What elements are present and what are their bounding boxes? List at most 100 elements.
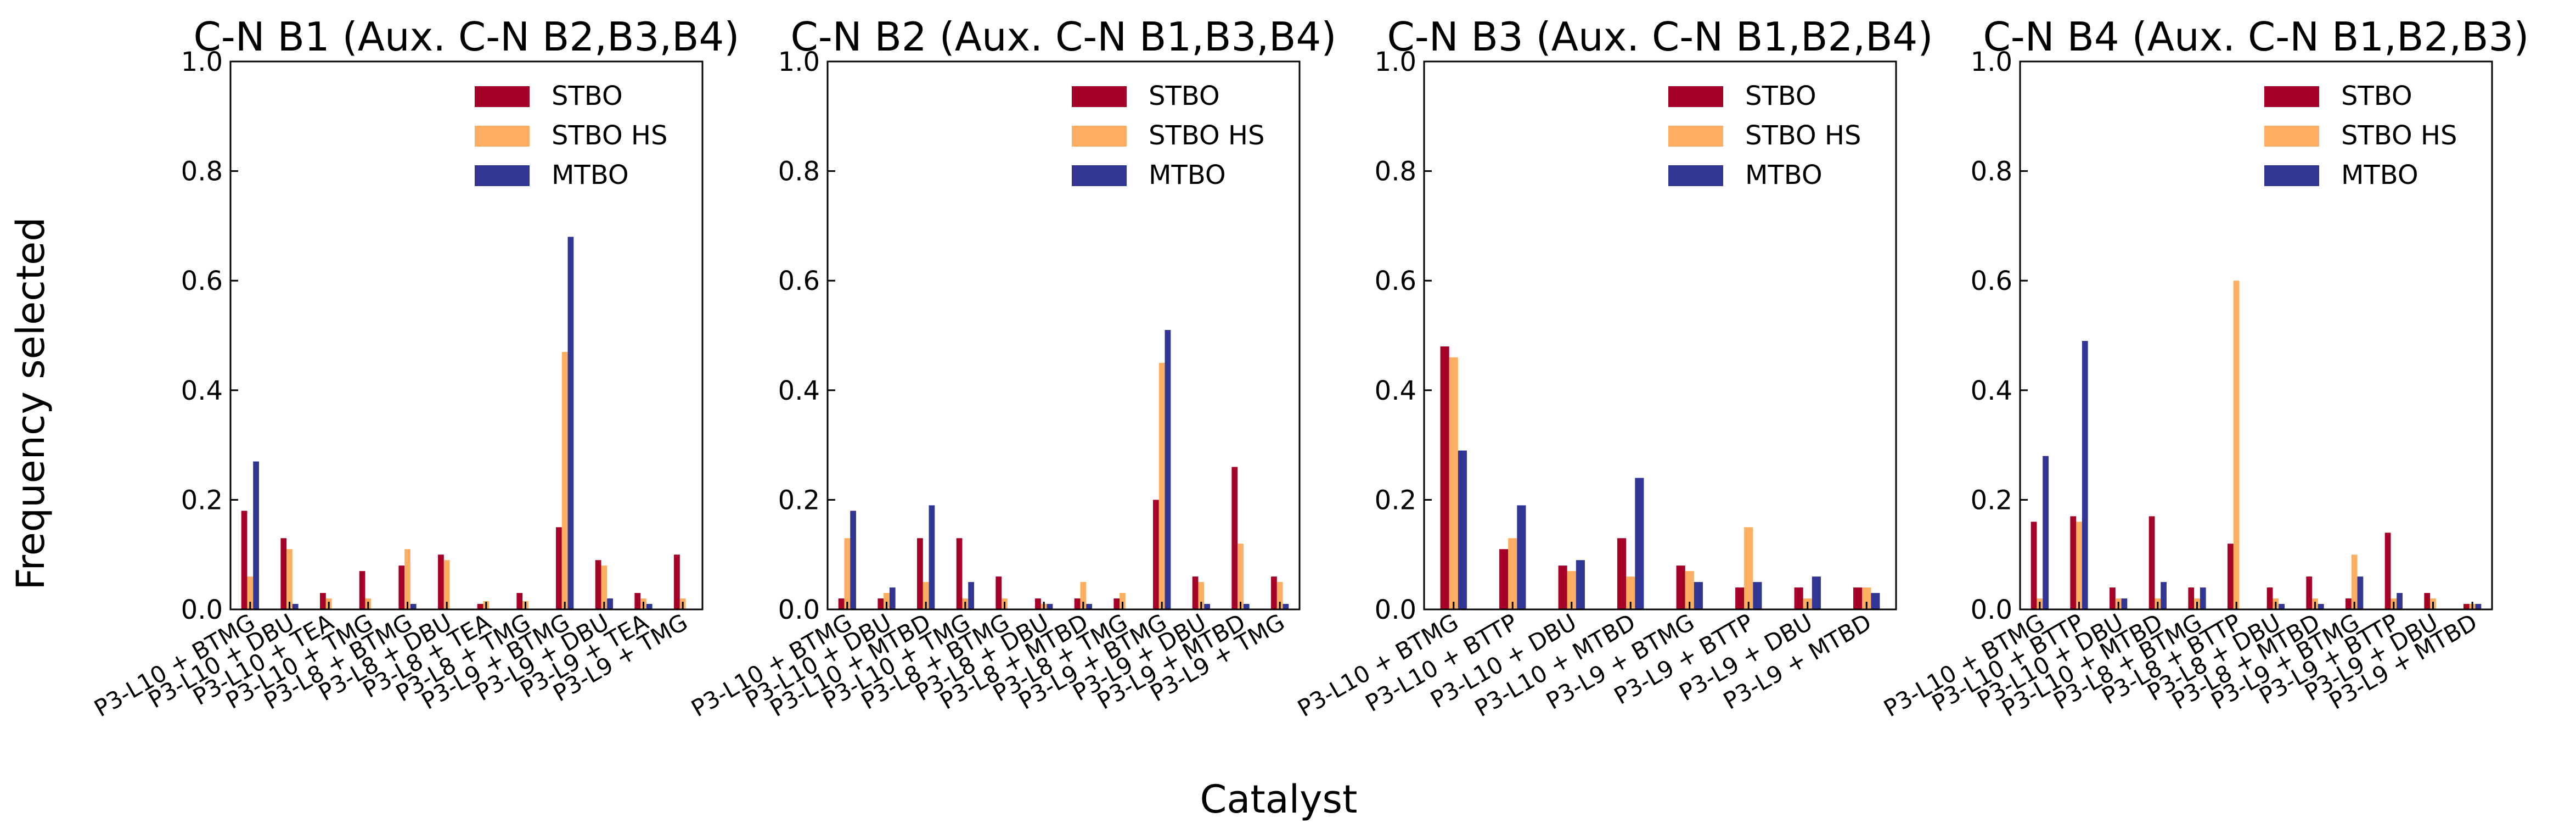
- bar: [2357, 576, 2364, 609]
- bar: [410, 604, 417, 609]
- bar: [1283, 604, 1289, 609]
- bar: [2346, 598, 2352, 609]
- bar: [1794, 587, 1803, 609]
- bar: [844, 538, 851, 609]
- bar: [567, 237, 574, 609]
- bar: [241, 511, 248, 609]
- chart-title: C-N B2 (Aux. C-N B1,B3,B4): [791, 14, 1337, 60]
- bar: [253, 461, 259, 609]
- bar: [516, 593, 523, 609]
- legend-swatch: [2264, 165, 2319, 186]
- legend-swatch: [2264, 86, 2319, 107]
- bar: [1567, 571, 1576, 609]
- bar: [2200, 587, 2206, 609]
- bar: [1035, 598, 1041, 609]
- bar: [2043, 456, 2049, 609]
- y-tick-label: 0.6: [778, 266, 820, 296]
- legend-swatch: [475, 126, 530, 147]
- bar: [286, 549, 293, 609]
- legend-label: STBO: [1149, 81, 1220, 111]
- plot-frame: [229, 60, 704, 611]
- y-tick-label: 0.8: [1971, 156, 2012, 187]
- legend-label: MTBO: [2341, 160, 2418, 191]
- y-tick-label: 0.8: [181, 156, 223, 187]
- plot-frame: [826, 60, 1301, 611]
- bar: [1862, 587, 1871, 609]
- bar: [1080, 582, 1087, 609]
- bar: [2148, 516, 2155, 609]
- legend-label: MTBO: [552, 160, 629, 191]
- bar: [247, 576, 254, 609]
- y-tick-label: 0.2: [1375, 485, 1416, 516]
- bar: [1694, 582, 1703, 609]
- bar: [1617, 538, 1627, 609]
- bar: [2188, 587, 2195, 609]
- legend-swatch: [1072, 86, 1127, 107]
- bar: [1753, 582, 1762, 609]
- plot-frame: [2019, 60, 2493, 611]
- bar: [2161, 582, 2167, 609]
- chart-panels: C-N B1 (Aux. C-N B2,B3,B4) 0.0 0.2 0.4 0.6 0.…: [89, 14, 2529, 722]
- bar: [1440, 346, 1449, 609]
- legend-swatch: [475, 165, 530, 186]
- bar: [2279, 604, 2285, 609]
- y-tick-label: 0.6: [181, 266, 223, 296]
- y-tick-label: 0.6: [1375, 266, 1416, 296]
- y-tick-label: 0.8: [778, 156, 820, 187]
- bar: [1744, 527, 1753, 609]
- bar: [1153, 500, 1159, 609]
- bar: [601, 565, 608, 609]
- bar: [850, 511, 856, 609]
- y-tick-label: 0.4: [1971, 376, 2012, 406]
- figure-ylabel: Frequency selected: [8, 217, 53, 590]
- bar: [634, 593, 641, 609]
- bar: [1676, 565, 1685, 609]
- bar: [2233, 281, 2240, 609]
- bar: [1276, 582, 1283, 609]
- bar: [2076, 522, 2082, 609]
- bar: [2110, 587, 2116, 609]
- bar: [1243, 604, 1250, 609]
- legend-swatch: [1072, 126, 1127, 147]
- y-tick-label: 0.0: [778, 595, 820, 625]
- bar: [923, 582, 929, 609]
- y-tick-label: 0.4: [181, 376, 223, 406]
- bar: [1853, 587, 1863, 609]
- legend-swatch: [2264, 126, 2319, 147]
- bar: [292, 604, 299, 609]
- legend-label: STBO: [1745, 81, 1816, 111]
- bar: [956, 538, 963, 609]
- y-tick-label: 0.0: [181, 595, 223, 625]
- bar: [1165, 330, 1171, 609]
- bar: [968, 582, 974, 609]
- bar: [2228, 544, 2234, 609]
- legend-swatch: [1668, 126, 1723, 147]
- chart-title: C-N B3 (Aux. C-N B1,B2,B4): [1387, 14, 1933, 60]
- bar: [359, 571, 365, 609]
- bar: [1458, 450, 1467, 609]
- bar: [1238, 544, 1244, 609]
- bar: [1871, 593, 1880, 609]
- chart-panel-4: C-N B4 (Aux. C-N B1,B2,B3) 0.0 0.2 0.4 0.6 0.…: [1879, 14, 2529, 722]
- bar: [2463, 604, 2470, 609]
- y-tick-label: 0.0: [1971, 595, 2012, 625]
- y-tick-label: 0.2: [778, 485, 820, 516]
- bar: [1558, 565, 1567, 609]
- bar: [561, 351, 568, 609]
- bar: [1812, 576, 1821, 609]
- bar: [2475, 604, 2482, 609]
- bar: [1576, 560, 1585, 609]
- bar: [280, 538, 287, 609]
- bar: [2031, 522, 2037, 609]
- chart-title: C-N B4 (Aux. C-N B1,B2,B3): [1983, 14, 2529, 60]
- bar: [2424, 593, 2431, 609]
- bar: [607, 598, 613, 609]
- legend-swatch: [1668, 165, 1723, 186]
- bar: [320, 593, 326, 609]
- bar: [2082, 340, 2088, 609]
- bar: [2351, 555, 2358, 609]
- bar: [884, 593, 890, 609]
- chart-panel-1: C-N B1 (Aux. C-N B2,B3,B4) 0.0 0.2 0.4 0.6 0.…: [89, 14, 739, 722]
- bar: [1192, 576, 1199, 609]
